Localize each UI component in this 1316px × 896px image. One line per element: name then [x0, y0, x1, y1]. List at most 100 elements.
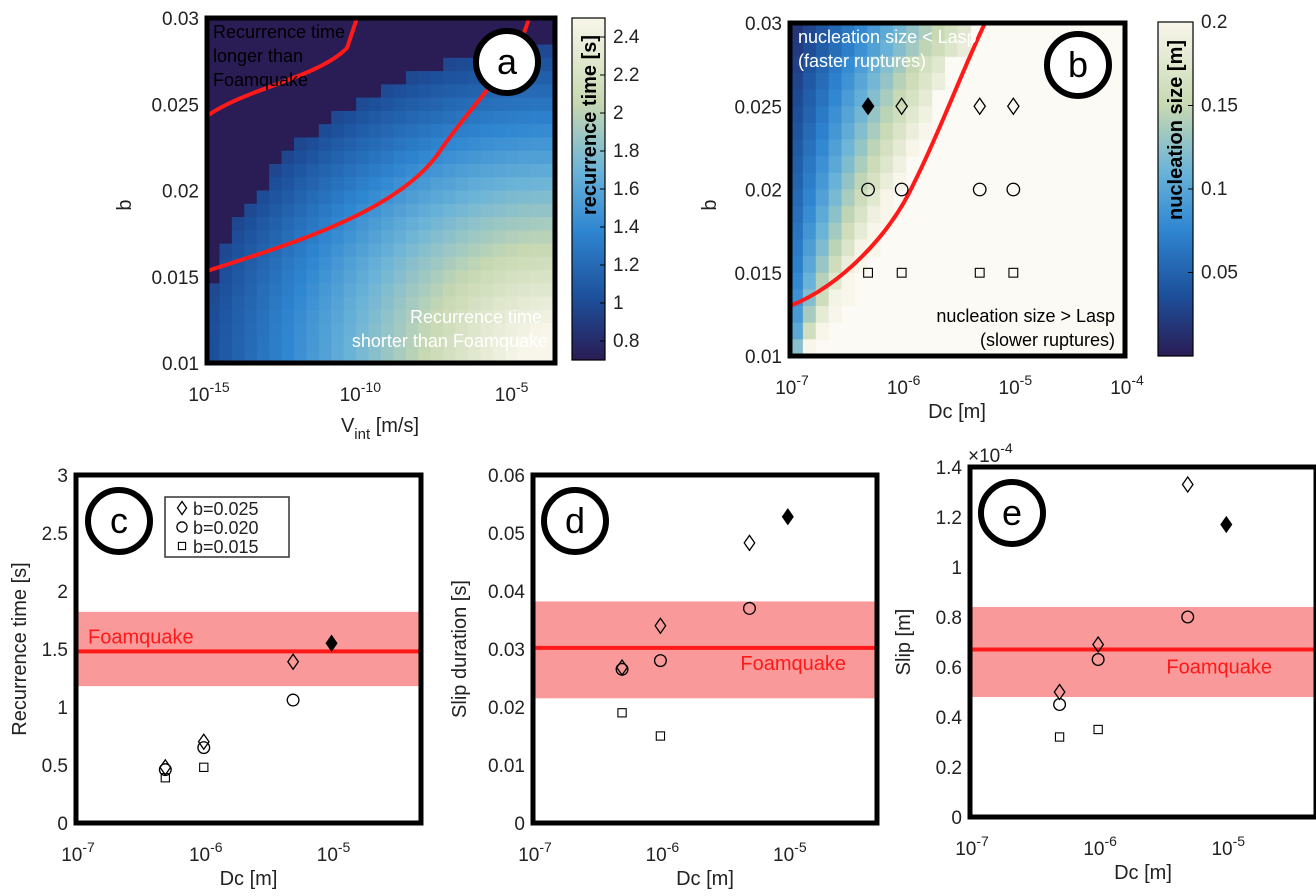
panel-a-heatmap-cell [492, 256, 506, 271]
panel-e-y-tick-label: 1 [951, 558, 962, 579]
panel-a-heatmap-cell [343, 163, 357, 178]
panel-d-data-point [742, 601, 756, 615]
panel-a-heatmap-cell [468, 349, 481, 364]
panel-a-heatmap-cell [530, 137, 544, 152]
panel-a-heatmap-cell [480, 203, 494, 218]
panel-b-heatmap-cell [802, 39, 817, 57]
panel-b-heatmap-cell [918, 56, 933, 74]
panel-a-heatmap-cell [294, 243, 307, 258]
panel-e-foamquake-label: Foamquake [1166, 657, 1272, 679]
panel-a-heatmap-cell [517, 270, 531, 284]
panel-a-heatmap-cell [306, 270, 320, 284]
panel-a-heatmap-cell [443, 296, 457, 311]
panel-e-y-tick-label: 1.4 [936, 458, 963, 479]
panel-b-heatmap-cell [905, 39, 920, 57]
panel-a-heatmap-cell [517, 137, 531, 152]
panel-a-heatmap-cell [381, 230, 394, 245]
panel-a-heatmap-cell [294, 296, 307, 311]
panel-a-heatmap-cell [294, 163, 307, 178]
panel-a-heatmap-cell [405, 349, 419, 364]
panel-b-heatmap-cell [802, 189, 817, 207]
panel-a-heatmap-cell [530, 203, 544, 218]
panel-a-heatmap-cell [381, 177, 394, 191]
panel-a-heatmap-cell [244, 296, 258, 311]
panel-a-heatmap-cell [331, 296, 345, 311]
panel-e-data-point [1181, 475, 1194, 494]
panel-b-heatmap-cell [815, 222, 830, 240]
panel-a-heatmap-cell [455, 84, 469, 99]
panel-a-heatmap-cell [542, 283, 556, 298]
panel-b-heatmap-cell [880, 23, 894, 41]
panel-b-heatmap-cell [905, 139, 920, 157]
panel-c-data-point [158, 763, 172, 777]
panel-a-heatmap-cell [231, 349, 245, 364]
panel-a-heatmap-cell [542, 137, 556, 152]
panel-d-y-tick-label: 0.06 [488, 466, 525, 487]
panel-a-heatmap-cell [368, 97, 382, 112]
panel-a-heatmap-cell [343, 190, 357, 205]
panel-a-heatmap-cell [455, 97, 469, 112]
panel-a-heatmap-cell [331, 283, 345, 298]
panel-a-heatmap-cell [269, 309, 283, 324]
panel-a-heatmap-cell [542, 124, 556, 138]
panel-a-annotation: Recurrence time [213, 22, 345, 42]
panel-b-heatmap-cell [815, 206, 830, 224]
panel-b-heatmap-cell [790, 56, 804, 74]
panel-b-heatmap-cell [790, 306, 804, 324]
panel-d-x-axis-label: Dc [m] [676, 868, 734, 890]
panel-b-heatmap-cell [802, 156, 817, 174]
panel-b-heatmap-cell [893, 139, 907, 157]
panel-e-data-point [1181, 610, 1195, 624]
panel-a-heatmap-cell [418, 71, 432, 85]
panel-a-heatmap-cell [256, 270, 270, 284]
panel-a-heatmap-cell [517, 349, 531, 364]
panel-b-heatmap-cell [815, 106, 830, 124]
panel-a-heatmap-cell [331, 177, 345, 191]
panel-a-heatmap-cell [343, 349, 357, 364]
panel-d-y-tick-label: 0.05 [488, 524, 525, 545]
panel-a-heatmap-cell [256, 309, 270, 324]
panel-b-heatmap-cell [880, 72, 894, 91]
panel-a-heatmap-cell [318, 309, 332, 324]
panel-b-heatmap-cell [918, 39, 933, 57]
panel-a-heatmap-cell [343, 256, 357, 271]
panel-a-heatmap-cell [492, 150, 506, 165]
panel-c-data-point [199, 762, 209, 772]
panel-a-heatmap-cell [256, 296, 270, 311]
panel-d: Foamquake 0 0.01 0.02 0.03 0.04 0.05 0.06 10-7 10… [449, 466, 880, 890]
panel-a-heatmap-cell [393, 336, 407, 351]
panel-b-heatmap-cell [828, 156, 843, 174]
panel-e-data-point [1054, 732, 1065, 742]
panel-b-heatmap-cell [790, 272, 804, 290]
panel-a-heatmap-cell [256, 190, 270, 205]
panel-b-boundary-curve [789, 22, 987, 308]
panel-a-heatmap-cell [517, 177, 531, 191]
panel-a-heatmap-cell [405, 203, 419, 218]
panel-a-heatmap-cell [530, 243, 544, 258]
panel-b-y-tick-label: 0.01 [745, 347, 782, 368]
panel-a-heatmap-cell [505, 217, 519, 231]
panel-a-heatmap-cell [318, 163, 332, 178]
panel-a-heatmap-cell [405, 71, 419, 85]
panel-a-heatmap-cell [443, 270, 457, 284]
panel-a-heatmap-cell [331, 323, 345, 337]
panel-a-heatmap-cell [256, 349, 270, 364]
panel-a-colorbar-tick-label: 1 [613, 293, 624, 314]
panel-a-x-tick-label: 10-15 [188, 379, 230, 406]
panel-a-heatmap-cell [480, 124, 494, 138]
panel-a-heatmap-cell [281, 256, 295, 271]
panel-a-heatmap-cell [393, 270, 407, 284]
panel-b-heatmap-cell [880, 56, 894, 74]
panel-b-x-axis-label: Dc [m] [928, 401, 986, 423]
panel-a-heatmap-cell [480, 283, 494, 298]
panel-a-heatmap-cell [530, 190, 544, 205]
panel-e-data-point [1220, 515, 1233, 534]
panel-a-heatmap-cell [443, 323, 457, 337]
panel-a-heatmap-cell [505, 124, 519, 138]
panel-a-heatmap-cell [517, 283, 531, 298]
panel-a-heatmap-cell [318, 124, 332, 138]
panel-a-heatmap-cell [405, 110, 419, 125]
panel-a-heatmap-cell [318, 336, 332, 351]
panel-d-y-tick-label: 0.04 [488, 582, 525, 603]
panel-d-data-point [617, 708, 627, 718]
